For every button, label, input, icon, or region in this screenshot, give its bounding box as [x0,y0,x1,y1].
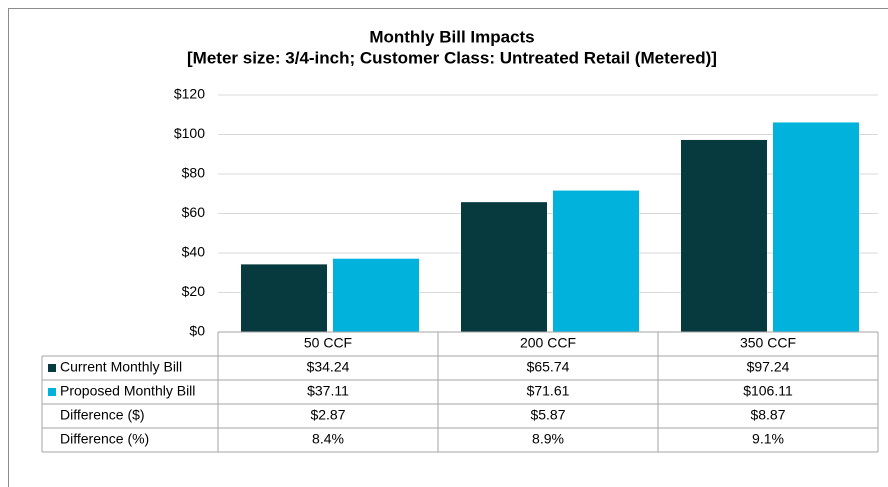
x-tick-label: 50 CCF [304,335,352,351]
row-label: Difference (%) [60,431,149,447]
chart-title: Monthly Bill Impacts [369,27,534,46]
legend-swatch [48,388,56,396]
y-tick-label: $100 [174,125,205,141]
table-value: $106.11 [743,383,793,399]
bar [553,190,639,332]
y-tick-label: $60 [182,204,206,220]
bar [461,202,547,332]
legend-label: Current Monthly Bill [60,359,182,375]
table-value: $71.61 [527,383,570,399]
table-value: 8.4% [312,431,344,447]
bar [773,122,859,333]
table-value: 9.1% [752,431,784,447]
table-value: $37.11 [307,383,349,399]
table-value: $2.87 [310,407,345,423]
table-value: $8.87 [750,407,785,423]
table-value: 8.9% [532,431,564,447]
table-value: $5.87 [530,407,565,423]
row-label: Difference ($) [60,407,145,423]
table-value: $65.74 [527,359,570,375]
chart-subtitle: [Meter size: 3/4-inch; Customer Class: U… [187,48,717,67]
table-value: $97.24 [747,359,790,375]
y-tick-label: $20 [182,283,206,299]
table-value: $34.24 [307,359,350,375]
x-tick-label: 350 CCF [740,335,796,351]
x-tick-label: 200 CCF [520,335,576,351]
bar [241,264,327,332]
y-tick-label: $0 [189,323,205,339]
y-tick-label: $120 [174,86,205,102]
y-tick-label: $40 [182,244,206,260]
chart-frame [8,8,888,487]
bar [681,139,767,332]
bar [333,258,419,332]
legend-label: Proposed Monthly Bill [60,383,195,399]
legend-swatch [48,364,56,372]
y-tick-label: $80 [182,165,206,181]
